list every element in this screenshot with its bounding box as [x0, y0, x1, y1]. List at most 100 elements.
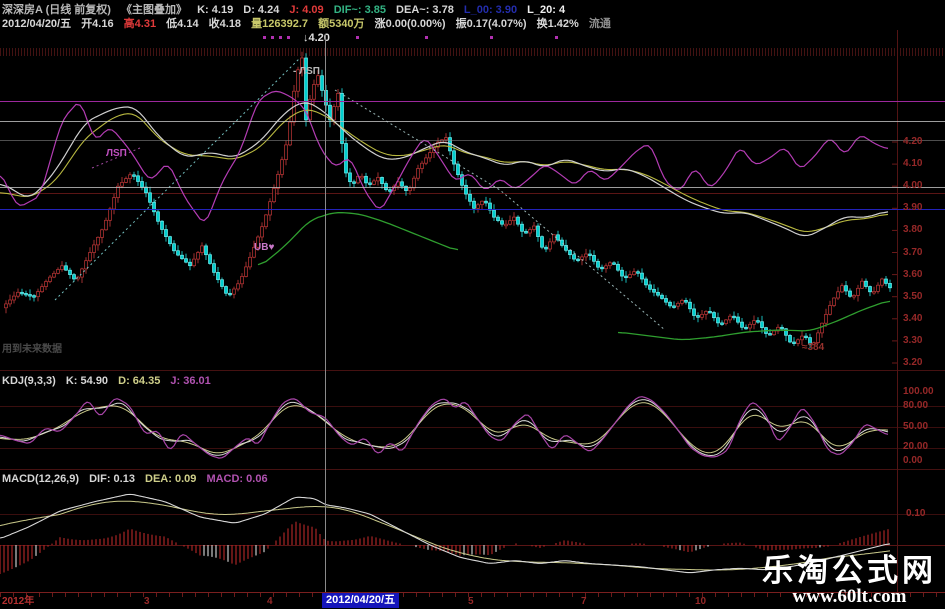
candle-down [180, 254, 184, 260]
candle-up [104, 219, 108, 231]
candle-down [172, 243, 176, 252]
candle-down [156, 211, 160, 222]
candle-down [28, 294, 32, 297]
candle-down [652, 288, 656, 293]
candle-up [824, 314, 828, 324]
candle-up [416, 168, 420, 179]
candle-up [876, 284, 880, 292]
kdj-d-line [0, 402, 889, 454]
candle-up [852, 295, 856, 298]
grid-line-red [0, 193, 945, 194]
candle-up [248, 256, 252, 268]
candle-down [224, 286, 228, 294]
overlay-k-line [0, 102, 889, 237]
candle-up [92, 244, 96, 253]
selected-date-label: 2012/04/20/五 [322, 593, 400, 608]
candle-up [480, 200, 484, 206]
candle-down [884, 278, 888, 284]
candle-up [604, 265, 608, 270]
candle-down [388, 189, 392, 192]
candle-down [616, 263, 620, 271]
candle-down [328, 104, 332, 121]
candle-up [772, 330, 776, 336]
candle-down [524, 230, 528, 234]
candle-down [472, 200, 476, 209]
l20-value: L_20: 4 [527, 4, 566, 16]
kdj-grid-50 [0, 427, 945, 428]
candle-down [540, 236, 544, 248]
candle-down [452, 150, 456, 165]
candle-up [244, 266, 248, 277]
candle-up [128, 174, 132, 179]
candle-down [672, 305, 676, 308]
candle-down [152, 201, 156, 213]
candle-up [260, 226, 264, 238]
candle-up [276, 174, 280, 189]
candle-down [736, 316, 740, 323]
watermark-title: 乐淘公式网 [762, 553, 937, 588]
candle-up [316, 75, 320, 85]
macd-panel-header: MACD(12,26,9) DIF: 0.13 DEA: 0.09 MACD: … [2, 473, 275, 485]
candle-up [12, 295, 16, 301]
candle-down [148, 192, 152, 203]
candle-up [752, 320, 756, 325]
candle-down [656, 291, 660, 296]
symbol-title[interactable]: 深深房A (日线 前复权) [2, 4, 111, 16]
candle-up [508, 220, 512, 225]
candle-down [468, 193, 472, 202]
candle-up [300, 57, 304, 71]
candle-up [820, 322, 824, 334]
candle-down [208, 254, 212, 264]
candle-down [716, 317, 720, 324]
candle-up [240, 276, 244, 285]
candle-up [420, 162, 424, 169]
candle-up [108, 208, 112, 221]
candle-up [280, 159, 284, 175]
l00-value: L_00: 3.90 [463, 4, 518, 16]
candle-down [496, 216, 500, 221]
header-info-line1: 深深房A (日线 前复权) 《主图叠加》 K: 4.19 D: 4.24 J: … [2, 1, 572, 17]
candle-down [68, 269, 72, 275]
volume-value: 量126392.7 [251, 18, 309, 30]
candle-down [792, 341, 796, 344]
candle-up [428, 152, 432, 159]
candle-up [296, 69, 300, 92]
signal-dot [425, 36, 428, 39]
candle-up [476, 204, 480, 209]
candle-down [220, 279, 224, 287]
candle-up [100, 229, 104, 238]
candle-up [548, 241, 552, 250]
candle-down [176, 250, 180, 256]
candle-down [744, 326, 748, 330]
candle-down [228, 292, 232, 296]
crosshair-line[interactable] [325, 34, 326, 592]
kdj-grid-80 [0, 406, 945, 407]
overlay-mode-label: 《主图叠加》 [121, 4, 188, 16]
candle-up [284, 144, 288, 160]
candle-up [840, 285, 844, 293]
candle-up [252, 246, 256, 258]
candle-up [408, 187, 412, 192]
candle-up [628, 274, 632, 278]
candle-down [20, 291, 24, 295]
j-value: J: 4.09 [289, 4, 324, 16]
candle-down [688, 301, 692, 310]
time-axis-line [0, 592, 945, 593]
candle-up [256, 236, 260, 248]
amount-value: 额5340万 [318, 18, 365, 30]
candle-down [788, 335, 792, 343]
signal-dot [555, 36, 558, 39]
dea-value: DEA~: 3.78 [396, 4, 454, 16]
candle-up [632, 271, 636, 275]
candle-down [644, 278, 648, 286]
candle-up [4, 303, 8, 309]
macd-title[interactable]: MACD(12,26,9) [2, 473, 80, 485]
level-line-400 [0, 187, 945, 188]
candle-down [624, 275, 628, 279]
macd-grid-010 [0, 514, 945, 515]
dif-value: DIF~: 3.85 [333, 4, 386, 16]
upper-band-line [0, 101, 945, 102]
candle-up [424, 157, 428, 164]
kdj-title[interactable]: KDJ(9,3,3) [2, 375, 56, 387]
watermark: 乐淘公式网 www.60lt.com [762, 555, 937, 607]
